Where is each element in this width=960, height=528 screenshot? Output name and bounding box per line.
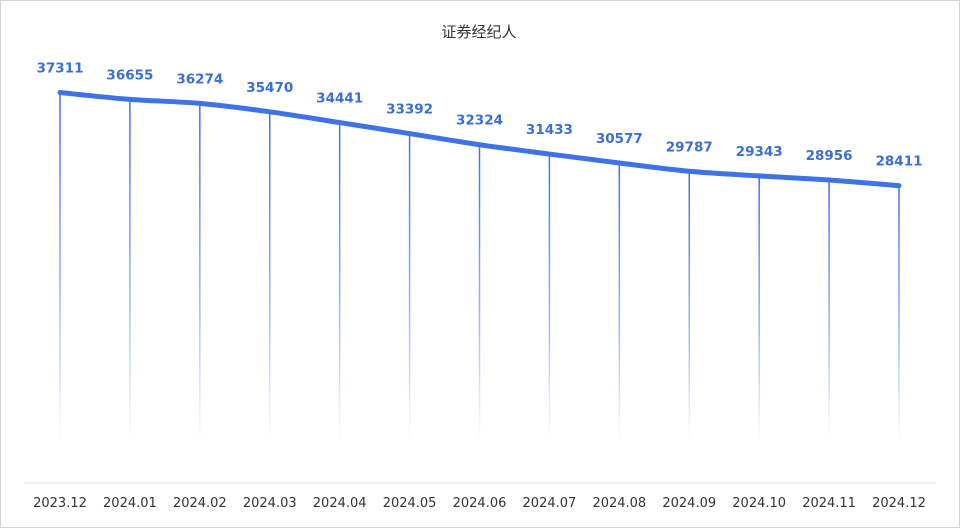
x-tick-label: 2024.09 — [662, 496, 716, 511]
drop-line — [828, 179, 830, 440]
drop-line — [478, 144, 481, 440]
drop-line — [618, 163, 621, 441]
x-tick-label: 2024.10 — [732, 496, 786, 511]
x-tick-label: 2024.01 — [103, 496, 157, 511]
chart-title: 证券经纪人 — [441, 23, 516, 41]
x-tick-label: 2024.11 — [802, 496, 856, 511]
data-label: 36655 — [106, 67, 153, 83]
x-tick-label: 2024.05 — [383, 496, 437, 511]
drop-line — [269, 111, 271, 441]
x-axis-tick-labels: 2023.12 2024.01 2024.02 2024.03 2024.04 2024.… — [33, 496, 926, 511]
drop-line — [408, 133, 411, 441]
drop-line — [758, 175, 760, 440]
drop-line — [548, 154, 551, 441]
data-label: 29787 — [666, 139, 713, 155]
drop-line — [59, 92, 61, 441]
drop-line — [688, 171, 690, 440]
drop-line — [199, 103, 201, 441]
x-tick-label: 2024.03 — [243, 496, 297, 511]
series-line — [57, 90, 902, 189]
x-tick-label: 2024.12 — [872, 496, 926, 511]
data-label: 28956 — [806, 148, 853, 164]
data-label: 33392 — [386, 102, 433, 118]
data-label: 34441 — [316, 91, 363, 107]
data-label: 30577 — [596, 131, 643, 147]
x-tick-label: 2024.06 — [453, 496, 507, 511]
data-label: 28411 — [876, 154, 923, 170]
x-tick-label: 2023.12 — [33, 496, 87, 511]
x-tick-label: 2024.04 — [313, 496, 367, 511]
drop-line — [338, 122, 341, 441]
drop-line — [898, 185, 900, 440]
drop-line — [129, 99, 131, 441]
x-tick-label: 2024.02 — [173, 496, 227, 511]
data-label: 36274 — [176, 71, 223, 87]
data-label: 31433 — [526, 122, 573, 138]
x-tick-label: 2024.08 — [592, 496, 646, 511]
drop-lines — [59, 92, 900, 441]
data-label: 32324 — [456, 113, 503, 129]
data-labels: 37311 36655 36274 35470 34441 33392 32324 31433… — [37, 61, 923, 170]
data-label: 35470 — [246, 80, 293, 96]
data-label: 37311 — [37, 61, 84, 77]
x-tick-label: 2024.07 — [523, 496, 577, 511]
data-label: 29343 — [736, 144, 783, 160]
